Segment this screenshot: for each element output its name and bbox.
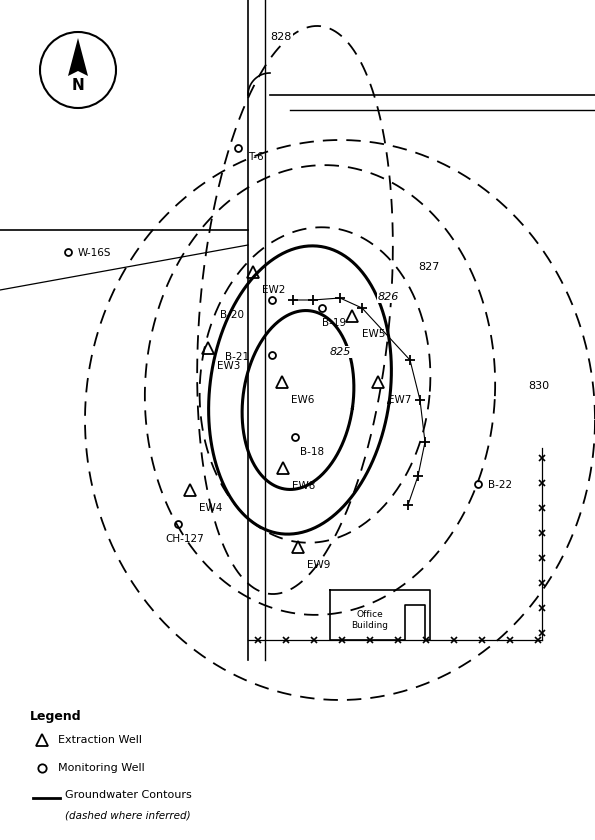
Text: Extraction Well: Extraction Well — [58, 735, 142, 745]
Text: B-20: B-20 — [220, 310, 244, 320]
Text: Monitoring Well: Monitoring Well — [58, 763, 145, 773]
Text: EW6: EW6 — [291, 395, 314, 405]
Text: B-19: B-19 — [322, 318, 346, 328]
Polygon shape — [68, 38, 88, 76]
Text: (dashed where inferred): (dashed where inferred) — [65, 810, 190, 820]
Text: EW3: EW3 — [217, 361, 240, 371]
Text: Groundwater Contours: Groundwater Contours — [65, 790, 192, 800]
Text: Office
Building: Office Building — [352, 611, 389, 630]
Text: EW7: EW7 — [388, 395, 411, 405]
Text: B-21: B-21 — [225, 352, 249, 362]
Text: B-18: B-18 — [300, 447, 324, 457]
Text: 827: 827 — [418, 262, 439, 272]
Text: B-22: B-22 — [488, 480, 512, 490]
Text: 826: 826 — [378, 292, 399, 302]
Text: N: N — [71, 78, 84, 93]
Text: Legend: Legend — [30, 710, 82, 723]
Text: EW8: EW8 — [292, 481, 315, 491]
Text: W-16S: W-16S — [78, 248, 111, 258]
Text: 830: 830 — [528, 381, 549, 391]
Text: EW4: EW4 — [199, 503, 223, 513]
Text: 828: 828 — [270, 32, 292, 42]
Text: T-6: T-6 — [248, 152, 264, 162]
Text: EW9: EW9 — [307, 560, 330, 570]
Text: EW2: EW2 — [262, 285, 286, 295]
Text: 825: 825 — [329, 347, 350, 357]
Text: EW5: EW5 — [362, 329, 386, 339]
Text: CH-127: CH-127 — [165, 534, 203, 544]
